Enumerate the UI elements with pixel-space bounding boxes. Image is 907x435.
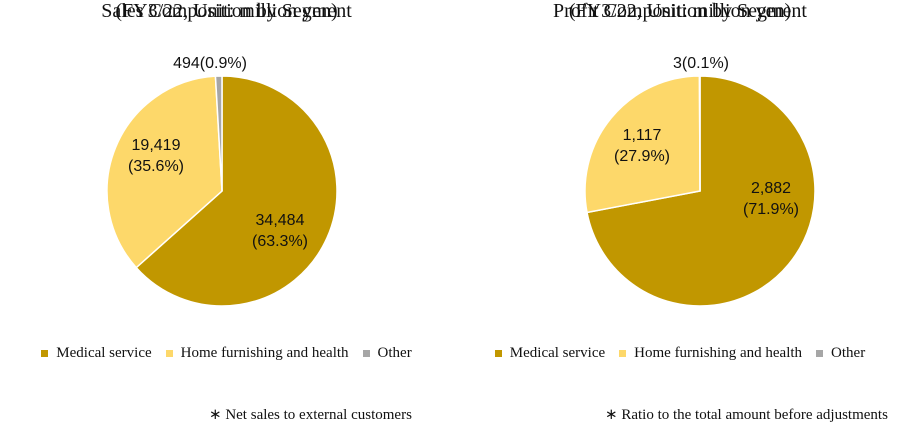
- legend-swatch-home: [619, 349, 627, 357]
- profit-chart-panel: Profit Composition by Segment (FY3/22, U…: [453, 0, 907, 435]
- pie-slice-other: [214, 75, 223, 192]
- sales-chart-subtitle: (FY3/22, Unit: million yen): [115, 0, 338, 22]
- legend-item-other: Other: [816, 343, 865, 363]
- legend-label: Home furnishing and health: [634, 345, 803, 361]
- data-label-home-furnishing-and-health: 19,419 (35.6%): [128, 137, 184, 175]
- legend-label: Medical service: [56, 345, 152, 361]
- legend-item-home-furnishing: Home furnishing and health: [619, 343, 802, 363]
- data-label-home-furnishing-and-health: 1,117 (27.9%): [614, 127, 670, 165]
- profit-chart-title: Profit Composition by Segment: [553, 0, 807, 22]
- legend-item-home-furnishing: Home furnishing and health: [165, 343, 349, 363]
- legend-item-medical-service: Medical service: [41, 343, 152, 363]
- profit-footnote: ∗ Ratio to the total amount before adjus…: [605, 407, 888, 423]
- pie-slice-other: [698, 75, 701, 192]
- profit-legend: Medical service Home furnishing and heal…: [453, 343, 907, 363]
- legend-label: Medical service: [509, 345, 606, 361]
- pie-slice-home-furnishing-and-health: [584, 75, 701, 214]
- legend-label: Home furnishing and health: [180, 345, 349, 361]
- legend-item-medical-service: Medical service: [494, 343, 606, 363]
- legend-label: Other: [377, 345, 412, 361]
- legend-item-other: Other: [362, 343, 412, 363]
- data-label-other: 3(0.1%): [673, 55, 729, 72]
- sales-footnote: ∗ Net sales to external customers: [209, 407, 412, 423]
- legend-swatch-other: [362, 349, 370, 357]
- pie-slice-medical-service: [135, 75, 338, 307]
- data-label-medical-service: 34,484 (63.3%): [252, 212, 308, 250]
- legend-swatch-other: [816, 349, 824, 357]
- sales-pie-chart: 34,484 (63.3%) 19,419 (35.6%) 494(0.9%): [106, 55, 338, 307]
- sales-legend: Medical service Home furnishing and heal…: [0, 343, 453, 363]
- pie-slice-home-furnishing-and-health: [106, 75, 223, 269]
- pie-slice-medical-service: [586, 75, 816, 307]
- legend-swatch-medical: [494, 349, 502, 357]
- data-label-other: 494(0.9%): [173, 55, 247, 72]
- legend-swatch-medical: [41, 349, 49, 357]
- sales-chart-panel: Sales Composition by Segment (FY3/22, Un…: [0, 0, 453, 435]
- legend-label: Other: [831, 345, 866, 361]
- legend-swatch-home: [165, 349, 173, 357]
- profit-pie-chart: 2,882 (71.9%) 1,117 (27.9%) 3(0.1%): [584, 55, 816, 307]
- data-label-medical-service: 2,882 (71.9%): [743, 180, 799, 218]
- sales-chart-title: Sales Composition by Segment: [101, 0, 352, 22]
- profit-chart-subtitle: (FY3/22, Unit: million yen): [568, 0, 792, 22]
